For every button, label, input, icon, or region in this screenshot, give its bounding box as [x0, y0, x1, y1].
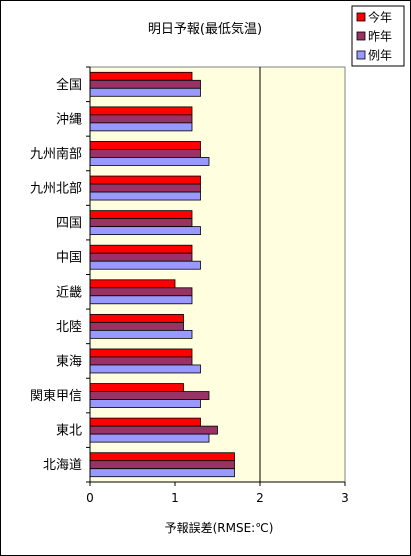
y-tick-label-11: 北海道 [43, 458, 82, 473]
bar-11-0 [89, 452, 235, 462]
y-tick-label-2: 九州南部 [30, 146, 82, 162]
bar-10-2 [89, 433, 210, 443]
bar-5-2 [89, 260, 201, 270]
bar-4-1 [89, 218, 193, 228]
bar-8-2 [89, 364, 201, 374]
y-tick-label-4: 四国 [56, 216, 82, 231]
bar-10-1 [89, 425, 218, 435]
y-tick-label-1: 沖縄 [56, 112, 82, 127]
x-tick-label-2: 2 [256, 491, 264, 505]
y-tick-label-0: 全国 [56, 77, 82, 93]
y-tick-label-6: 近畿 [56, 285, 82, 300]
bars [89, 71, 235, 478]
bar-7-0 [89, 313, 184, 323]
x-tick-label-0: 0 [86, 491, 94, 505]
bar-6-0 [89, 279, 176, 289]
bar-9-0 [89, 383, 184, 392]
y-tick-label-9: 関東甲信 [30, 388, 82, 404]
bar-5-1 [89, 252, 193, 262]
x-tick-label-1: 1 [171, 491, 179, 505]
bar-11-1 [89, 460, 235, 470]
legend-label-0: 今年 [368, 10, 392, 25]
y-tick-label-7: 北陸 [56, 319, 82, 335]
bar-0-2 [89, 87, 201, 97]
legend-swatch-2 [356, 50, 366, 60]
legend-label-1: 昨年 [368, 30, 392, 44]
x-tick-label-3: 3 [341, 491, 349, 505]
bar-8-0 [89, 348, 193, 358]
bar-3-0 [89, 175, 201, 185]
bar-0-1 [89, 79, 201, 89]
bar-1-1 [89, 114, 193, 124]
bar-8-1 [89, 356, 193, 366]
bar-10-0 [89, 417, 201, 427]
bar-1-2 [89, 122, 193, 132]
plot-area [89, 66, 346, 483]
bar-0-0 [89, 71, 193, 81]
bar-6-2 [89, 295, 193, 305]
bar-2-1 [89, 149, 201, 158]
bar-5-0 [89, 244, 193, 254]
x-axis-label: 予報誤差(RMSE:℃) [165, 520, 274, 535]
bar-4-2 [89, 226, 201, 236]
bar-9-2 [89, 399, 201, 408]
bar-4-0 [89, 210, 193, 220]
bar-3-2 [89, 191, 201, 201]
bar-1-0 [89, 106, 193, 116]
bar-2-2 [89, 157, 210, 166]
legend-label-2: 例年 [368, 49, 392, 63]
bar-2-0 [89, 141, 201, 150]
bar-11-2 [89, 468, 235, 478]
legend-swatch-1 [356, 31, 366, 41]
x-axis: 0 1 2 3 [86, 481, 349, 505]
y-tick-label-3: 九州北部 [30, 182, 82, 197]
bar-9-1 [89, 391, 210, 400]
y-tick-label-10: 東北 [56, 423, 82, 439]
bar-6-1 [89, 287, 193, 297]
bar-3-1 [89, 183, 201, 193]
bar-7-1 [89, 321, 184, 331]
chart-title: 明日予報(最低気温) [148, 21, 262, 37]
bar-7-2 [89, 329, 193, 339]
y-tick-label-5: 中国 [56, 251, 82, 266]
y-tick-label-8: 東海 [56, 353, 82, 369]
legend-swatch-0 [356, 12, 366, 22]
